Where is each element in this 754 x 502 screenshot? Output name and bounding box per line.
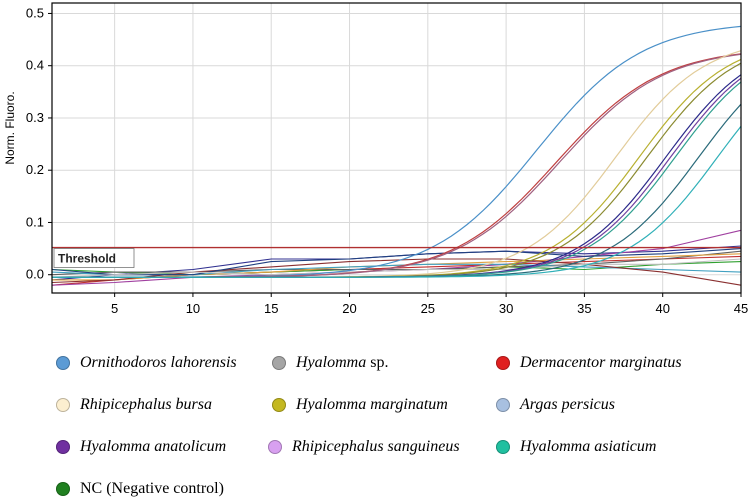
y-tick-label: 0.5 (26, 5, 44, 20)
legend-item-ornithodoros: Ornithodoros lahorensis (56, 354, 237, 372)
legend-swatch (272, 398, 286, 412)
y-tick-label: 0.1 (26, 214, 44, 229)
legend-label: Hyalomma marginatum (296, 396, 448, 413)
x-tick-label: 30 (499, 301, 513, 316)
baseline-series-line (51, 258, 742, 286)
legend-label: Rhipicephalus bursa (80, 396, 212, 413)
legend-swatch (268, 440, 282, 454)
legend-swatch (56, 482, 70, 496)
legend-item-rhipicephalus-bursa: Rhipicephalus bursa (56, 396, 212, 414)
x-tick-label: 45 (734, 301, 748, 316)
legend-swatch (56, 356, 70, 370)
y-axis-label: Norm. Fluoro. (3, 91, 17, 164)
legend-item-hyalomma-sp: Hyalomma sp. (272, 354, 388, 372)
legend-swatch (56, 440, 70, 454)
legend-swatch (496, 440, 510, 454)
legend-swatch (496, 356, 510, 370)
plot-frame (51, 2, 742, 294)
legend-item-dermacentor: Dermacentor marginatus (496, 354, 682, 372)
threshold-label: Threshold (58, 252, 116, 266)
legend-label: Dermacentor marginatus (520, 354, 682, 371)
legend-label: Hyalomma anatolicum (80, 438, 227, 455)
legend-label: Rhipicephalus sanguineus (292, 438, 460, 455)
amplification-series-line (52, 125, 742, 278)
y-tick-label: 0.0 (26, 267, 44, 282)
x-tick-label: 20 (342, 301, 356, 316)
legend-label: Hyalomma sp. (296, 354, 389, 371)
legend-swatch (496, 398, 510, 412)
chart-svg: Threshold 5 10 15 20 25 30 35 40 45 0.0 0.1 0.2 0.3 0.… (3, 2, 748, 316)
x-tick-label: 10 (186, 301, 200, 316)
y-tick-label: 0.2 (26, 162, 44, 177)
x-tick-label: 5 (111, 301, 118, 316)
legend-item-hyalomma-marginatum: Hyalomma marginatum (272, 396, 448, 414)
legend-item-hyalomma-anatolicum: Hyalomma anatolicum (56, 438, 226, 456)
threshold-label-box (53, 248, 135, 268)
x-tick-label: 35 (577, 301, 591, 316)
y-tick-label: 0.4 (26, 58, 44, 73)
legend-item-argas-persicus: Argas persicus (496, 396, 615, 414)
y-tick-label: 0.3 (26, 110, 44, 125)
legend-label: Argas persicus (520, 396, 615, 413)
x-tick-label: 40 (655, 301, 669, 316)
legend-label: Ornithodoros lahorensis (80, 354, 237, 371)
legend-swatch (56, 398, 70, 412)
legend-item-negative-control: NC (Negative control) (56, 480, 224, 498)
x-tick-label: 25 (421, 301, 435, 316)
amplification-chart: Threshold 5 10 15 20 25 30 35 40 45 0.0 0.1 0.2 0.3 0.… (3, 2, 748, 316)
baseline-series-line (51, 258, 742, 278)
legend-swatch (272, 356, 286, 370)
baseline-series-line (51, 248, 742, 276)
x-tick-label: 15 (264, 301, 278, 316)
legend-label: NC (Negative control) (80, 480, 224, 497)
legend-item-hyalomma-asiaticum: Hyalomma asiaticum (496, 438, 656, 456)
plot-area (52, 3, 741, 293)
legend: Ornithodoros lahorensis Hyalomma sp. Der… (0, 340, 754, 502)
legend-item-rhipicephalus-sanguineus: Rhipicephalus sanguineus (268, 438, 460, 456)
legend-label: Hyalomma asiaticum (520, 438, 657, 455)
